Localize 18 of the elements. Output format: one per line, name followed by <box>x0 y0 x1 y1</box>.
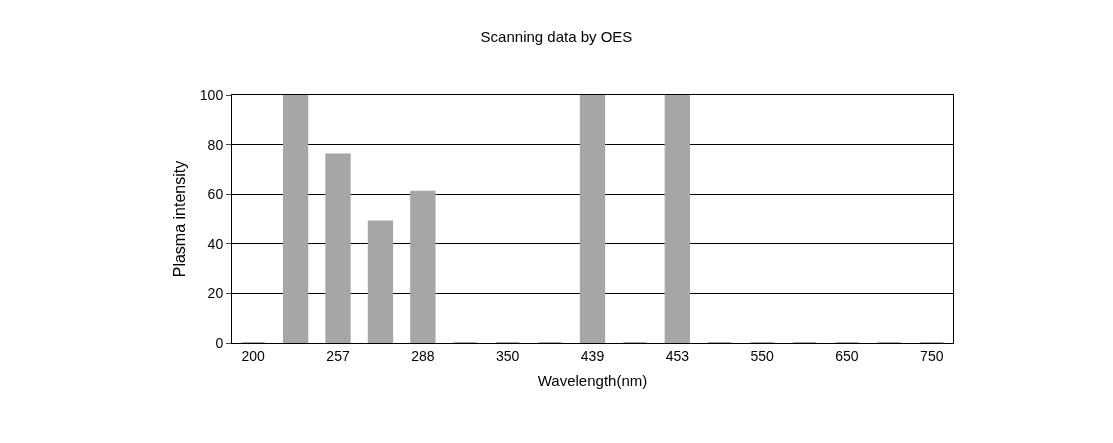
x-tick-label: 439 <box>580 347 605 364</box>
y-tick-label: 40 <box>207 235 224 252</box>
x-tick-label: 288 <box>411 347 435 364</box>
x-axis-title: Wavelength(nm) <box>537 371 648 389</box>
x-tick-label: 750 <box>920 347 944 364</box>
x-tick-label: 200 <box>241 347 266 364</box>
x-tick-label: 650 <box>835 347 859 364</box>
y-tick-label: 100 <box>199 86 224 103</box>
x-tick-label: 350 <box>496 347 520 364</box>
y-tick-label: 60 <box>207 186 224 203</box>
y-tick-label: 0 <box>215 334 224 351</box>
x-tick-label: 550 <box>750 347 775 364</box>
y-tick-label: 20 <box>207 285 224 302</box>
y-axis-title: Plasma intensity <box>170 160 188 278</box>
x-tick-label: 257 <box>326 347 350 364</box>
chart-title: Scanning data by OES <box>480 27 633 45</box>
y-tick-label: 80 <box>207 136 224 153</box>
x-tick-label: 453 <box>665 347 690 364</box>
